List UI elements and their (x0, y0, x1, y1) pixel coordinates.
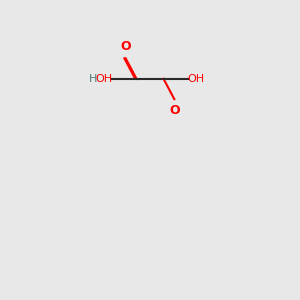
Text: O: O (169, 104, 180, 117)
Text: H: H (89, 74, 98, 84)
Text: O: O (120, 40, 131, 53)
Text: OH: OH (187, 74, 205, 84)
Text: OH: OH (95, 74, 113, 84)
